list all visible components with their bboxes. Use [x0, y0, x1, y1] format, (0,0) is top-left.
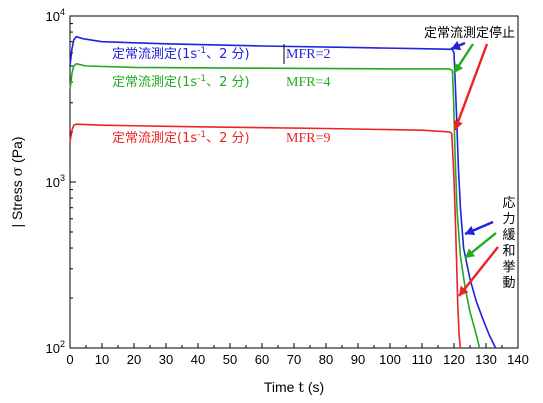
arrow-relax-red: [458, 246, 499, 297]
y-tick-label: 102: [46, 339, 65, 356]
legend-text-3: 定常流測定(1s-1、2 分): [112, 130, 250, 146]
mfr-label-3: MFR=9: [286, 131, 330, 146]
relax-label-char: 挙: [502, 260, 515, 275]
relax-label-char: 応: [502, 196, 515, 211]
x-tick-label: 40: [191, 352, 205, 367]
x-axis-title: Time t (s): [264, 379, 324, 396]
y-axis-ticks: 102 103 104: [46, 7, 76, 356]
x-tick-label: 120: [443, 352, 465, 367]
arrow-relax-blue-head: [465, 225, 476, 236]
arrow-stop-green-head: [454, 62, 464, 73]
series-line-mfr-9: [69, 123, 462, 349]
y-axis-title: | Stress σ (Pa): [9, 137, 26, 228]
arrow-relax-red-head: [459, 285, 469, 296]
mfr-label-2: MFR=4: [286, 75, 330, 90]
x-tick-label: 20: [127, 352, 141, 367]
x-tick-label: 0: [66, 352, 73, 367]
x-tick-label: 80: [319, 352, 333, 367]
y-tick-label: 103: [46, 173, 65, 190]
x-tick-label: 70: [287, 352, 301, 367]
arrow-stop-red: [453, 43, 489, 131]
arrow-stop-red-head: [453, 119, 463, 130]
y-tick-label: 104: [46, 7, 65, 24]
series-line-mfr-4: [69, 62, 481, 349]
annotation-layer: 定常流測定(1s-1、2 分) MFR=2 定常流測定(1s-1、2 分) MFR=4…: [112, 25, 516, 297]
x-tick-label: 10: [95, 352, 109, 367]
relax-label-char: 緩: [502, 228, 515, 243]
legend-text-1: 定常流測定(1s-1、2 分): [112, 46, 250, 62]
x-tick-label: 130: [475, 352, 497, 367]
x-tick-label: 30: [159, 352, 173, 367]
relax-label-char: 力: [502, 212, 515, 227]
x-tick-label: 50: [223, 352, 237, 367]
x-tick-label: 140: [507, 352, 529, 367]
x-tick-label: 90: [351, 352, 365, 367]
arrow-stop-blue-head: [451, 40, 462, 51]
x-axis-ticks: 0 10 20 30 40 50 60 70 80 90 100 110 120 130 140: [66, 343, 529, 367]
x-tick-label: 110: [412, 352, 433, 367]
arrow-relax-green-head: [465, 248, 476, 258]
relax-label-char: 和: [502, 244, 515, 259]
x-tick-label: 100: [379, 352, 401, 367]
relax-label-char: 動: [502, 276, 515, 291]
stop-label: 定常流測定停止: [424, 25, 515, 41]
x-tick-label: 60: [255, 352, 269, 367]
plot-frame: [69, 15, 519, 349]
legend-text-2: 定常流測定(1s-1、2 分): [112, 74, 250, 90]
mfr-label-1: MFR=2: [286, 47, 330, 62]
